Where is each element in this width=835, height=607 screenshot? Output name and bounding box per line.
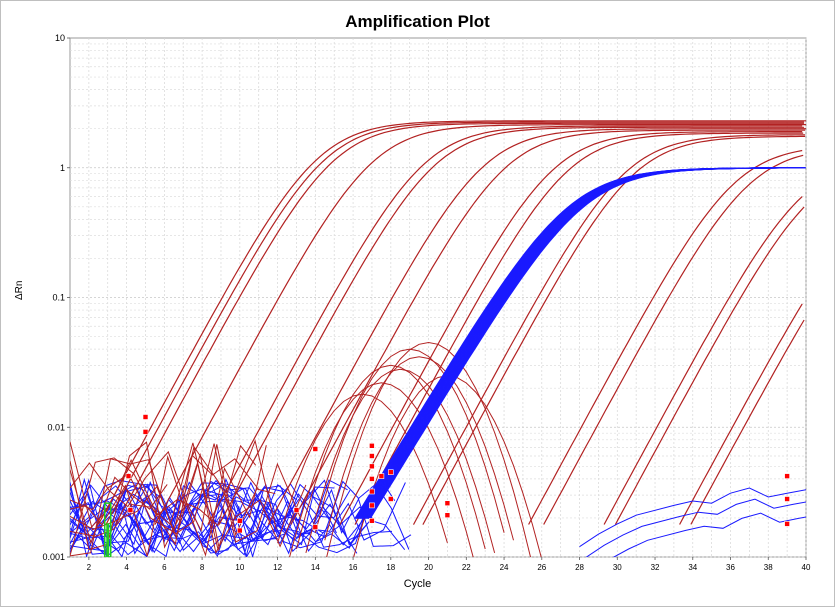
chart-title: Amplification Plot (345, 12, 490, 31)
x-tick-label: 12 (273, 563, 282, 572)
y-tick-label: 0.1 (52, 293, 65, 303)
baseline-marker-fill (106, 523, 110, 557)
y-tick-label: 10 (55, 33, 65, 43)
amplification-curve-red (339, 131, 803, 525)
threshold-marker (444, 512, 451, 519)
hump-curve-red (277, 393, 448, 544)
threshold-marker (125, 473, 132, 479)
threshold-marker (369, 502, 375, 509)
amplification-curve-red (207, 125, 803, 525)
threshold-marker (312, 446, 319, 452)
baseline-noise-blue (70, 485, 297, 557)
amplification-curve-red (614, 206, 805, 525)
hump-curve-red (289, 382, 474, 557)
amplification-curve-red (603, 196, 803, 525)
x-tick-label: 8 (200, 563, 205, 572)
baseline-noise-blue (70, 478, 406, 553)
x-tick-label: 28 (575, 563, 584, 572)
amplification-curve-red (543, 154, 804, 525)
y-tick-label: 0.001 (42, 552, 65, 562)
x-tick-label: 6 (162, 563, 167, 572)
threshold-marker (369, 453, 375, 459)
x-tick-label: 20 (424, 563, 433, 572)
x-tick-label: 36 (726, 563, 735, 572)
baseline-noise-red (70, 439, 277, 556)
amplification-curve-red (679, 303, 803, 525)
threshold-marker (784, 496, 790, 502)
x-tick-label: 26 (537, 563, 546, 572)
threshold-marker (378, 473, 385, 479)
amplification-curve-red (422, 135, 806, 525)
x-tick-label: 22 (462, 563, 471, 572)
y-tick-label: 0.01 (47, 422, 65, 432)
amplification-curve-red (528, 149, 803, 525)
y-tick-label: 1 (60, 163, 65, 173)
x-axis-label: Cycle (403, 578, 432, 590)
x-tick-label: 34 (688, 563, 697, 572)
amplification-curve-red (218, 126, 805, 525)
threshold-marker (369, 517, 375, 524)
amplification-curve-red (105, 121, 805, 525)
amplification-curve-blue (369, 167, 805, 519)
baseline-noise-blue (70, 480, 412, 549)
late-noise-blue (579, 487, 806, 548)
threshold-marker (142, 429, 149, 435)
threshold-marker (784, 473, 790, 479)
threshold-marker (387, 469, 394, 476)
baseline-noise-red (70, 441, 267, 557)
threshold-marker (142, 414, 149, 420)
x-tick-label: 18 (386, 563, 395, 572)
baseline-noise-red (70, 443, 301, 543)
threshold-marker (127, 507, 134, 513)
threshold-marker (369, 476, 375, 482)
x-tick-label: 40 (802, 563, 811, 572)
hump-curve-red (326, 341, 532, 557)
x-tick-label: 4 (124, 563, 129, 572)
series-group (70, 120, 806, 557)
x-tick-label: 10 (235, 563, 244, 572)
baseline-noise-blue (70, 493, 375, 553)
baseline-noise-red (70, 452, 220, 557)
x-tick-label: 16 (349, 563, 358, 572)
hump-curve-red (296, 364, 486, 550)
amplification-curve-red (114, 122, 805, 525)
baseline-noise-red (70, 469, 168, 545)
threshold-marker (237, 527, 243, 534)
x-tick-label: 14 (311, 563, 320, 572)
threshold-marker (444, 500, 451, 507)
amplification-curve-red (290, 129, 806, 525)
threshold-marker (312, 524, 319, 530)
x-tick-label: 38 (764, 563, 773, 572)
amplification-curve-red (354, 132, 804, 525)
x-tick-label: 32 (651, 563, 660, 572)
threshold-marker (369, 488, 375, 495)
hump-curve-red (324, 356, 514, 541)
x-tick-label: 2 (87, 563, 92, 572)
threshold-marker (237, 517, 243, 524)
threshold-marker (387, 496, 394, 502)
late-noise-blue (612, 512, 806, 557)
amplification-curve-red (267, 128, 806, 525)
threshold-marker (293, 507, 300, 513)
amplification-curve-red (154, 123, 806, 525)
amplification-curve-red (690, 319, 805, 525)
threshold-marker (369, 463, 375, 470)
threshold-marker (784, 521, 790, 527)
hump-curve-red (314, 348, 505, 533)
baseline-noise-blue (70, 488, 366, 557)
baseline-noise-blue (70, 479, 358, 554)
x-tick-label: 24 (500, 563, 509, 572)
x-tick-label: 30 (613, 563, 622, 572)
amplification-curve-red (97, 120, 806, 525)
threshold-marker (369, 442, 375, 449)
late-noise-blue (585, 498, 806, 557)
baseline-noise-red (70, 444, 276, 537)
